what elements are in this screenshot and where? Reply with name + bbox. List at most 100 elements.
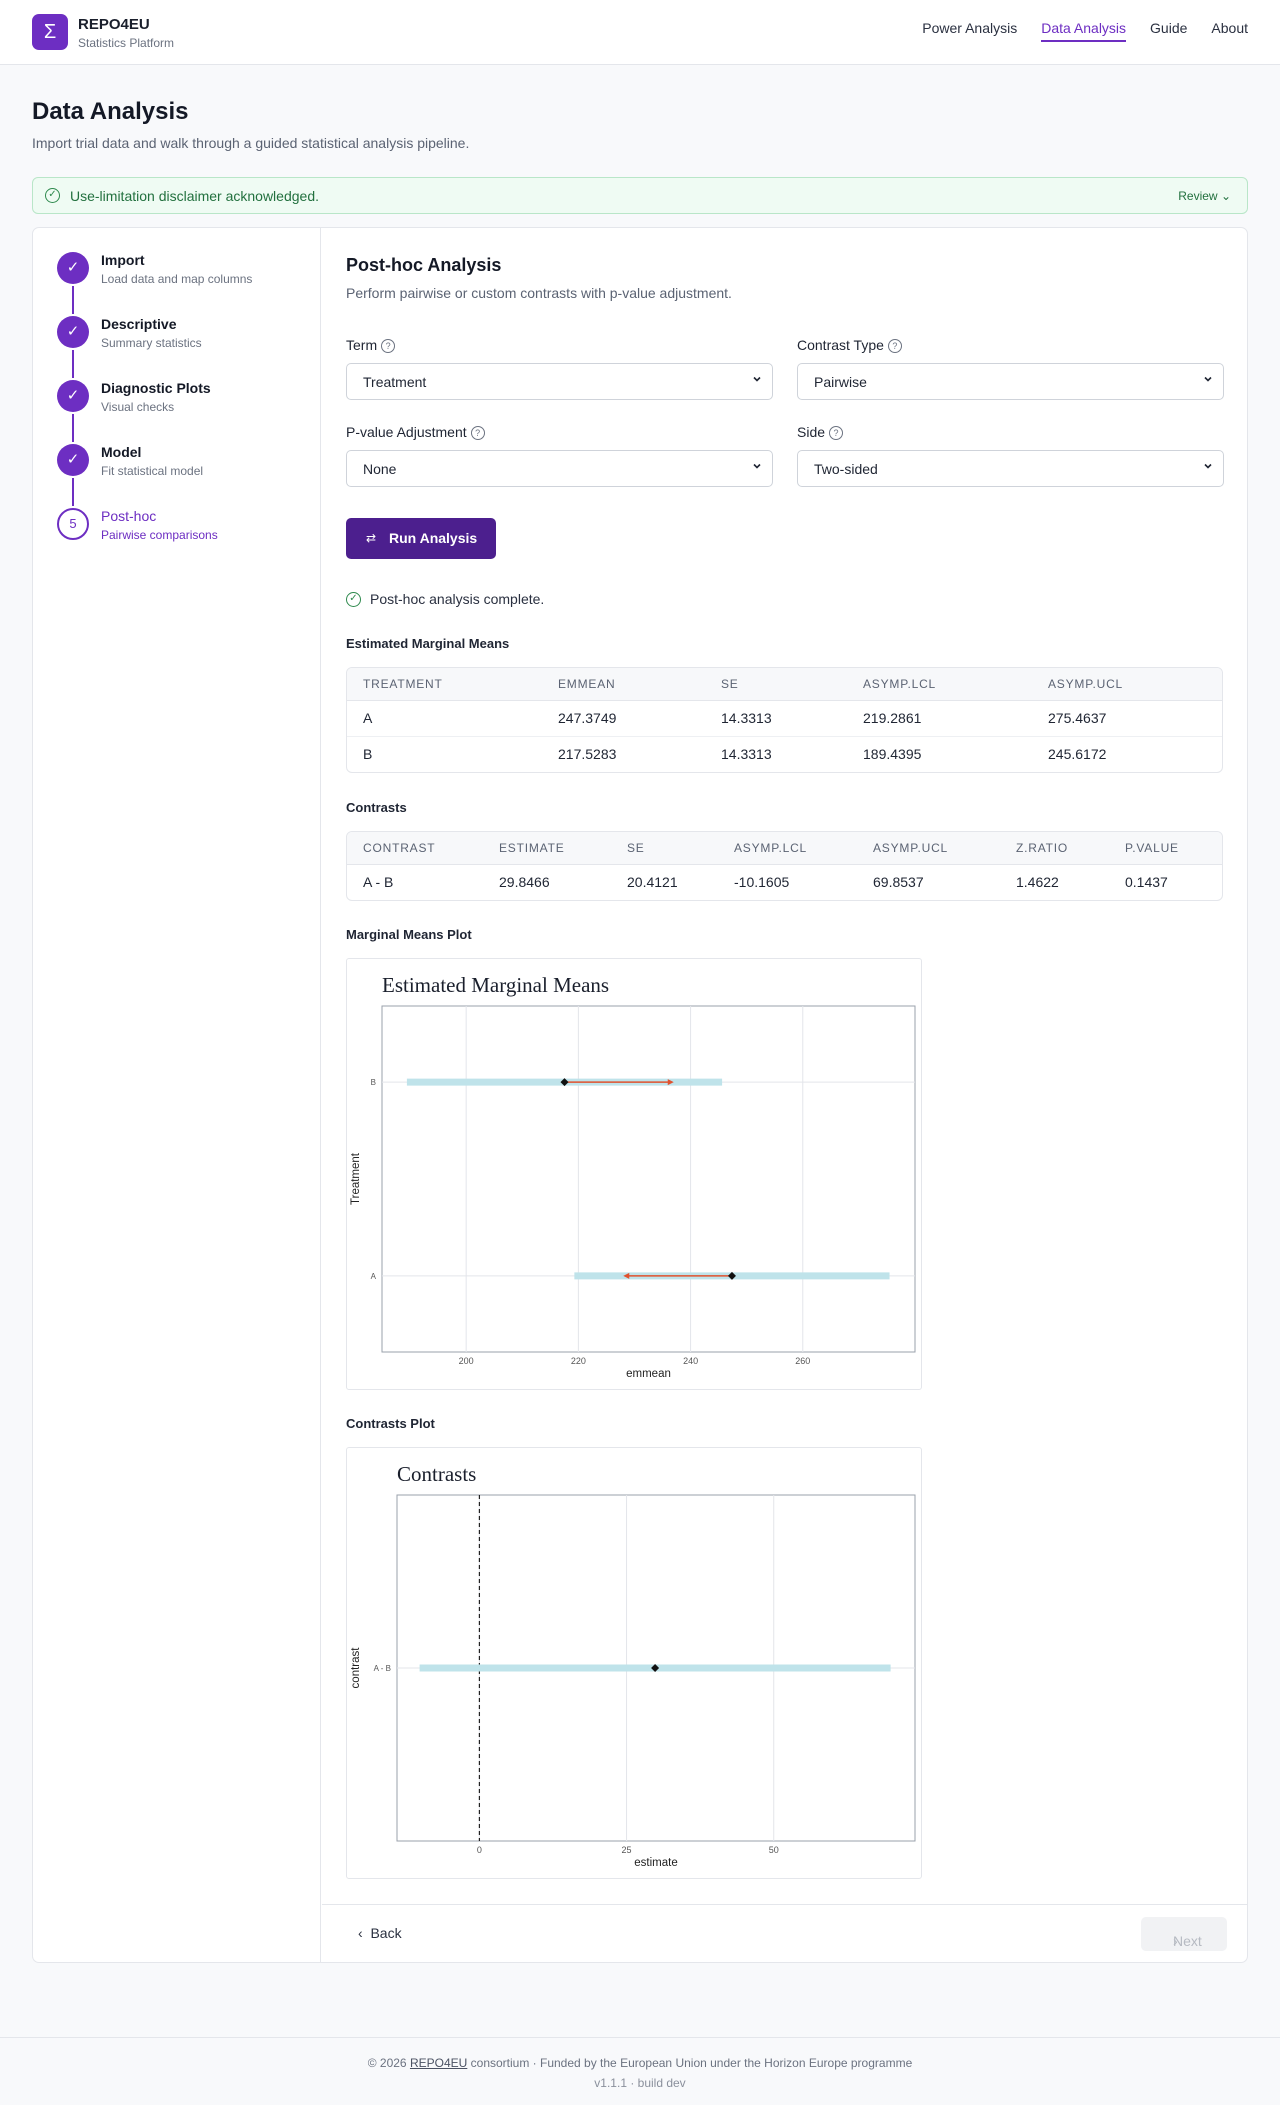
table-cell: 20.4121 <box>627 874 678 891</box>
back-button[interactable]: ‹ Back <box>358 1925 402 1941</box>
nav-power-analysis[interactable]: Power Analysis <box>922 20 1018 36</box>
col-header: ASYMP.UCL <box>1032 668 1222 701</box>
p-adjust-select[interactable]: None <box>346 450 773 487</box>
step-sidebar: ✓ Import Load data and map columns ✓ Des… <box>33 228 321 1962</box>
main-nav: Power Analysis Data Analysis Guide About <box>922 20 1248 42</box>
contrast-type-label: Contrast Type? <box>797 337 902 353</box>
contrasts-plot-title: Contrasts Plot <box>346 1416 435 1431</box>
chevron-down-icon <box>1204 463 1212 469</box>
col-header: EMMEAN <box>542 668 705 701</box>
table-cell: 14.3313 <box>721 746 772 763</box>
chart-title: Estimated Marginal Means <box>382 973 609 997</box>
run-analysis-button[interactable]: ⇄ Run Analysis <box>346 518 496 559</box>
step-title: Diagnostic Plots <box>101 380 211 396</box>
estimate-point <box>651 1664 660 1672</box>
nav-about[interactable]: About <box>1211 20 1248 36</box>
next-label: Next <box>1173 1933 1202 1949</box>
x-tick-label: 200 <box>459 1356 474 1366</box>
side-select[interactable]: Two-sided <box>797 450 1224 487</box>
step-title: Descriptive <box>101 316 177 332</box>
col-header: SE <box>705 668 847 701</box>
x-axis-label: emmean <box>626 1368 671 1380</box>
x-tick-label: 260 <box>795 1356 810 1366</box>
comparison-arrowhead <box>667 1079 674 1086</box>
help-icon[interactable]: ? <box>887 339 902 353</box>
x-tick-label: 50 <box>769 1845 779 1855</box>
y-axis-label: contrast <box>350 1647 362 1689</box>
table-cell: 29.8466 <box>499 874 550 891</box>
col-header: TREATMENT <box>347 668 542 701</box>
help-icon[interactable]: ? <box>470 426 485 440</box>
chart-title: Contrasts <box>397 1462 476 1486</box>
step-desc: Pairwise comparisons <box>101 528 218 542</box>
check-circle-icon: ✓ <box>45 188 60 203</box>
comparison-arrowhead <box>623 1272 630 1279</box>
chevron-down-icon <box>753 463 761 469</box>
disclaimer-text: Use-limitation disclaimer acknowledged. <box>70 188 319 204</box>
table-cell: 247.3749 <box>542 700 705 737</box>
contrast-type-value: Pairwise <box>814 374 867 390</box>
table-cell: 189.4395 <box>863 746 922 763</box>
marginal-plot-title: Marginal Means Plot <box>346 927 472 942</box>
col-header: Z.RATIO <box>1000 832 1109 865</box>
status-text: Post-hoc analysis complete. <box>370 591 545 607</box>
emm-title: Estimated Marginal Means <box>346 636 510 651</box>
chevron-right-icon: › <box>1173 1933 1178 1949</box>
nav-data-analysis[interactable]: Data Analysis <box>1041 20 1127 42</box>
table-cell: A <box>347 700 542 737</box>
consortium-link[interactable]: REPO4EU <box>409 2056 468 2070</box>
table-cell: 245.6172 <box>1048 746 1107 763</box>
col-header: ASYMP.LCL <box>718 832 857 865</box>
plot-panel <box>381 1005 916 1353</box>
emm-chart: Estimated Marginal Means 200 220 240 260 A Bem… <box>350 973 916 1380</box>
side-label: Side? <box>797 424 844 440</box>
brand-name[interactable]: REPO4EU <box>78 16 150 33</box>
page-title: Data Analysis <box>32 98 189 125</box>
check-icon: ✓ <box>57 252 89 284</box>
section-subtitle: Perform pairwise or custom contrasts wit… <box>346 285 732 301</box>
check-icon: ✓ <box>57 316 89 348</box>
posthoc-panel: Post-hoc Analysis Perform pairwise or cu… <box>322 228 1247 1962</box>
disclaimer-review-button[interactable]: Review ⌄ <box>1178 189 1231 203</box>
term-label: Term? <box>346 337 396 353</box>
help-icon[interactable]: ? <box>381 339 396 353</box>
table-cell: 1.4622 <box>1016 874 1059 891</box>
next-button[interactable]: Next › <box>1141 1917 1227 1951</box>
estimate-point <box>727 1271 736 1280</box>
contrasts-chart: Contrasts 0 25 50 A - B estimate contrast <box>350 1462 916 1869</box>
logo-icon[interactable]: Σ <box>32 14 68 50</box>
y-tick-label: B <box>371 1078 376 1087</box>
table-cell: 217.5283 <box>558 746 617 763</box>
step-title: Model <box>101 444 142 460</box>
step-desc: Summary statistics <box>101 336 202 350</box>
col-header: ASYMP.LCL <box>847 668 1032 701</box>
x-tick-label: 0 <box>477 1845 482 1855</box>
table-row: A 247.3749 14.3313 219.2861 275.4637 <box>347 700 1222 737</box>
p-adjust-label: P-value Adjustment? <box>346 424 485 440</box>
table-cell: 219.2861 <box>847 700 1032 737</box>
page-subtitle: Import trial data and walk through a gui… <box>32 135 470 151</box>
step-connector <box>72 350 74 378</box>
chevron-left-icon: ‹ <box>358 1925 363 1941</box>
back-label: Back <box>370 1925 402 1941</box>
x-axis-label: estimate <box>634 1857 677 1869</box>
step-navigation: ‹ Back Next › <box>322 1904 1247 1962</box>
table-cell: A - B <box>363 874 394 891</box>
chevron-down-icon <box>1204 376 1212 382</box>
nav-guide[interactable]: Guide <box>1150 20 1188 36</box>
step-connector <box>72 286 74 314</box>
help-icon[interactable]: ? <box>829 426 844 440</box>
term-select[interactable]: Treatment <box>346 363 773 400</box>
x-tick-label: 25 <box>622 1845 632 1855</box>
step-desc: Visual checks <box>101 400 175 414</box>
footer-funding: consortium · Funded by the European Unio… <box>470 2056 913 2070</box>
chevron-down-icon <box>753 376 761 382</box>
table-row: A - B 29.8466 20.4121 -10.1605 69.8537 1… <box>347 864 1222 900</box>
col-header: P.VALUE <box>1109 832 1222 865</box>
step-connector <box>72 478 74 506</box>
x-tick-label: 240 <box>683 1356 698 1366</box>
contrast-type-select[interactable]: Pairwise <box>797 363 1224 400</box>
page-footer: © 2026 REPO4EU consortium · Funded by th… <box>0 2037 1280 2105</box>
table-row: B 217.5283 14.3313 189.4395 245.6172 <box>347 736 1222 772</box>
